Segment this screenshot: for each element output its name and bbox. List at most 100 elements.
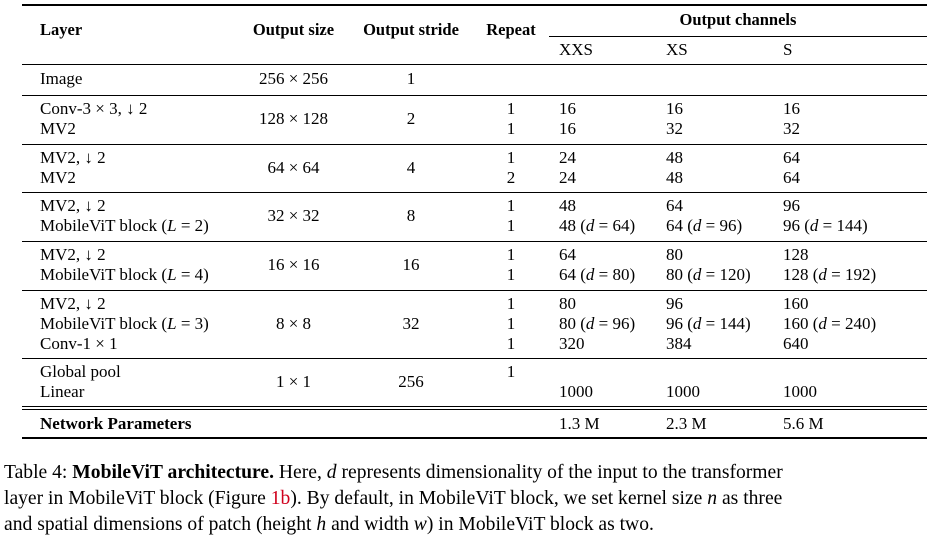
xs-cell: 16 32 — [666, 99, 683, 139]
repeat-cell-line: 1 — [506, 99, 516, 118]
repeat-cell-line: 1 — [506, 314, 516, 333]
xxs-cell: 64 64 (d = 80) — [559, 245, 635, 285]
layer-cell-line: MV2, ↓ 2 — [40, 245, 106, 264]
caption-text: represents dimensionality of the input t… — [341, 462, 783, 483]
header-output-stride: Output stride — [363, 20, 459, 39]
output-stride-cell: 32 — [402, 314, 420, 333]
output-stride-cell: 4 — [406, 158, 416, 177]
layer-cell-line: MV2, ↓ 2 — [40, 196, 106, 215]
params-xxs: 1.3 M — [559, 414, 600, 433]
top-rule — [22, 4, 927, 6]
layer-cell: MV2, ↓ 2 MobileViT block (L = 2) — [40, 196, 209, 236]
output-size-cell: 32 × 32 — [267, 206, 320, 225]
s-cell: 128 128 (d = 192) — [783, 245, 876, 285]
xxs-cell: 1000 — [559, 362, 593, 402]
repeat-cell-line — [480, 69, 542, 89]
xxs-cell-line — [559, 69, 563, 89]
caption-line-1: Table 4: MobileViT architecture. Here, d… — [4, 460, 929, 486]
output-size-cell: 128 × 128 — [258, 109, 329, 128]
xs-cell-line: 48 — [666, 148, 683, 167]
repeat-cell-line — [480, 382, 542, 402]
output-stride-cell: 1 — [406, 69, 416, 88]
layer-cell-line: Conv-3 × 3, ↓ 2 — [40, 99, 148, 118]
xs-cell-line: 48 — [666, 168, 683, 187]
xs-cell: 1000 — [666, 362, 700, 402]
caption-var: w — [413, 514, 427, 535]
xs-cell-line: 64 (d = 96) — [666, 216, 743, 235]
xxs-cell-line: 80 (d = 96) — [559, 314, 636, 333]
s-cell — [783, 69, 787, 89]
caption-var: d — [326, 462, 337, 483]
xxs-cell-line: 48 — [559, 196, 576, 215]
layer-cell-line: MV2, ↓ 2 — [40, 148, 106, 167]
xxs-cell-line: 80 — [559, 294, 576, 313]
output-size-cell: 16 × 16 — [267, 255, 320, 274]
row-rule — [22, 241, 927, 242]
s-cell: 96 96 (d = 144) — [783, 196, 868, 236]
xs-cell-line: 16 — [666, 99, 683, 118]
params-label: Network Parameters — [40, 414, 192, 433]
xs-cell-line: 96 (d = 144) — [666, 314, 751, 333]
repeat-cell-line: 2 — [506, 168, 516, 187]
xxs-cell-line: 64 (d = 80) — [559, 265, 636, 284]
s-cell-line: 128 (d = 192) — [783, 265, 877, 284]
header-repeat: Repeat — [486, 20, 536, 39]
xs-cell-line — [666, 362, 700, 382]
xxs-cell-line: 24 — [559, 168, 576, 187]
header-layer: Layer — [40, 20, 83, 39]
layer-cell-line: Image — [40, 69, 83, 88]
layer-cell-line: Global pool — [40, 362, 121, 381]
layer-cell: Image — [40, 69, 82, 89]
xs-cell-line: 1000 — [666, 382, 700, 401]
repeat-cell-line: 1 — [506, 216, 516, 235]
params-rule — [22, 409, 927, 410]
output-stride-cell: 2 — [406, 109, 416, 128]
xs-cell — [666, 69, 670, 89]
xxs-cell-line: 64 — [559, 245, 576, 264]
xs-cell-line: 64 — [666, 196, 683, 215]
output-size-cell: 8 × 8 — [275, 314, 312, 333]
output-size-cell: 64 × 64 — [267, 158, 320, 177]
header-xxs: XXS — [559, 40, 594, 59]
caption-text: and spatial dimensions of patch (height — [4, 514, 312, 535]
s-cell-line — [783, 69, 787, 89]
layer-cell: MV2, ↓ 2 MV2 — [40, 148, 106, 188]
repeat-cell-line: 1 — [506, 362, 516, 381]
repeat-cell — [480, 69, 542, 89]
xxs-cell: 48 48 (d = 64) — [559, 196, 635, 236]
xs-cell: 96 96 (d = 144) 384 — [666, 294, 751, 354]
s-cell: 64 64 — [783, 148, 800, 188]
layer-cell-line: MV2 — [40, 119, 76, 138]
caption-title: MobileViT architecture. — [72, 462, 274, 483]
output-stride-cell: 16 — [402, 255, 420, 274]
layer-cell-line: MobileViT block (L = 2) — [40, 216, 209, 235]
xs-cell-line: 32 — [666, 119, 683, 138]
output-stride-cell: 8 — [406, 206, 416, 225]
s-cell-line: 96 — [783, 196, 800, 215]
xxs-cell: 24 24 — [559, 148, 576, 188]
s-cell-line: 160 (d = 240) — [783, 314, 877, 333]
caption-text: ). By default, in MobileViT block, we se… — [290, 488, 703, 509]
s-cell: 160 160 (d = 240) 640 — [783, 294, 876, 354]
xs-cell-line: 80 (d = 120) — [666, 265, 751, 284]
xs-cell: 80 80 (d = 120) — [666, 245, 751, 285]
s-cell-line: 16 — [783, 99, 800, 118]
xxs-cell-line: 320 — [559, 334, 585, 353]
header-rule — [22, 64, 927, 65]
row-rule — [22, 358, 927, 359]
layer-cell: Conv-3 × 3, ↓ 2 MV2 — [40, 99, 147, 139]
s-cell: 1000 — [783, 362, 817, 402]
table-caption: Table 4: MobileViT architecture. Here, d… — [4, 460, 929, 538]
repeat-cell-line: 1 — [506, 294, 516, 313]
row-rule — [22, 144, 927, 145]
row-rule — [22, 192, 927, 193]
s-cell-line: 64 — [783, 148, 800, 167]
figure-ref-link[interactable]: 1b — [270, 488, 291, 509]
params-rule — [22, 406, 927, 407]
s-cell-line: 160 — [783, 294, 809, 313]
layer-cell: MV2, ↓ 2 MobileViT block (L = 3) Conv-1 × … — [40, 294, 209, 354]
caption-var: h — [316, 514, 327, 535]
bottom-rule — [22, 437, 927, 439]
